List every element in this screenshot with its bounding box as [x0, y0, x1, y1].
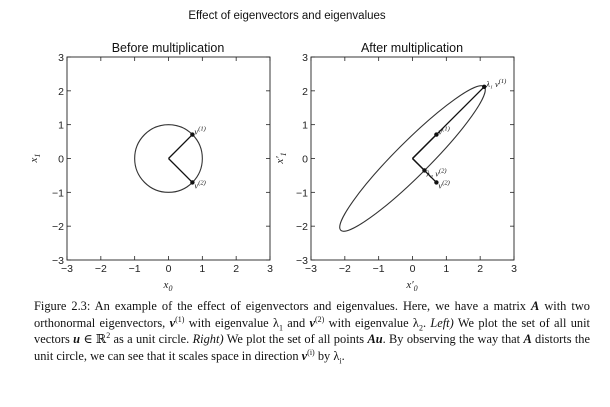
- vector-label: v(2): [438, 179, 449, 190]
- vector-tip: [434, 132, 439, 137]
- vector-tip: [190, 132, 195, 137]
- caption-figure-label: Figure 2.3:: [34, 299, 91, 313]
- x-axis-label: x′0: [405, 279, 417, 293]
- axis-ticks: −3 −2 −1 0 1 2 3 −3 −2 −1 0 1 2 3: [52, 52, 273, 275]
- panel-before: Before multiplication −3 −2 −1 0 1 2 3 −3 −2 −1 0 1…: [28, 41, 273, 293]
- x-tick-label: −1: [129, 263, 141, 275]
- figure-caption: Figure 2.3: An example of the effect of …: [34, 299, 591, 366]
- vector-arrow: [412, 134, 437, 159]
- x-tick-label: −3: [61, 263, 73, 275]
- vector-label: λ₂ v(2): [425, 167, 446, 178]
- vector-tip: [434, 180, 439, 185]
- x-tick-label: −3: [305, 263, 317, 275]
- vector-tip: [190, 180, 195, 185]
- vector-label: v(2): [194, 179, 205, 190]
- vector-label: v(1): [194, 126, 205, 137]
- panel-after: After multiplication −3 −2 −1 0 1 2 3 −3 −2 −1 0 1 2…: [274, 41, 517, 293]
- vector-arrow: [168, 134, 193, 159]
- y-tick-label: 2: [302, 86, 308, 98]
- y-tick-label: 0: [302, 154, 308, 166]
- y-axis-label: x′1: [274, 152, 288, 164]
- y-tick-label: −1: [296, 187, 308, 199]
- y-axis-label: x1: [28, 154, 42, 164]
- plot-shapes: λ₁ v(1) v(1) λ₂ v(2)v(2): [339, 78, 506, 232]
- y-tick-label: 1: [302, 120, 308, 132]
- y-tick-label: 3: [302, 52, 308, 64]
- y-tick-label: 1: [58, 120, 64, 132]
- y-tick-label: 2: [58, 86, 64, 98]
- x-tick-label: 2: [477, 263, 483, 275]
- vector-label: λ₁ v(1): [485, 78, 506, 89]
- axis-ticks: −3 −2 −1 0 1 2 3 −3 −2 −1 0 1 2 3: [296, 52, 517, 275]
- y-tick-label: −2: [52, 221, 64, 233]
- x-tick-label: 3: [511, 263, 517, 275]
- panel-title: Before multiplication: [112, 41, 225, 55]
- x-tick-label: 0: [166, 263, 172, 275]
- x-tick-label: −1: [373, 263, 385, 275]
- figure-title: Effect of eigenvectors and eigenvalues: [188, 10, 386, 22]
- x-tick-label: −2: [95, 263, 107, 275]
- x-tick-label: 3: [267, 263, 273, 275]
- vector-tip: [482, 84, 487, 89]
- x-tick-label: −2: [339, 263, 351, 275]
- vector-arrow: [412, 158, 437, 183]
- x-axis-label: x0: [163, 279, 173, 293]
- panel-title: After multiplication: [361, 41, 463, 55]
- x-tick-label: 0: [410, 263, 416, 275]
- x-tick-label: 2: [233, 263, 239, 275]
- y-tick-label: 0: [58, 154, 64, 166]
- vector-label: v(1): [438, 126, 449, 137]
- x-tick-label: 1: [199, 263, 205, 275]
- y-tick-label: −3: [52, 255, 64, 267]
- vector-arrow: [168, 158, 193, 183]
- plot-shapes: v(1) v(2): [134, 124, 206, 193]
- y-tick-label: −3: [296, 255, 308, 267]
- x-tick-label: 1: [443, 263, 449, 275]
- y-tick-label: 3: [58, 52, 64, 64]
- y-tick-label: −2: [296, 221, 308, 233]
- y-tick-label: −1: [52, 187, 64, 199]
- unit-circle: [134, 124, 203, 193]
